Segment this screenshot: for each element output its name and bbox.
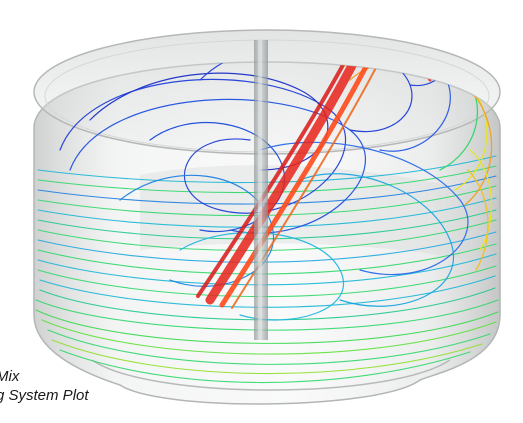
image-caption: Mix g System Plot — [0, 367, 89, 405]
tank-bottom-dish — [91, 359, 451, 391]
caption-line-1: Mix — [0, 368, 20, 385]
caption-line-2: g System Plot — [0, 387, 89, 404]
